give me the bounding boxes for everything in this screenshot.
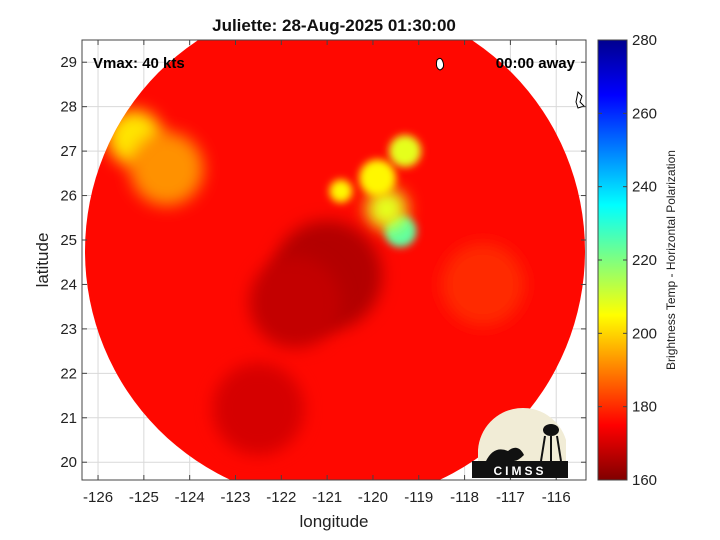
colorbar-tick-label: 280 [632,32,657,49]
x-tick-label: -126 [83,489,113,506]
colorbar-ticks: 160 180 200 220 240 260 280 [598,32,657,489]
brightness-temp-swath [85,40,585,480]
x-tick-label: -125 [129,489,159,506]
y-tick-label: 20 [60,454,77,471]
brightness-feature [212,363,305,455]
y-tick-label: 24 [60,276,77,293]
colorbar-tick-label: 200 [632,325,657,342]
logo-tower-legs [540,435,562,462]
logo-band [472,461,568,478]
vmax-annotation: Vmax: 40 kts [93,55,185,72]
x-tick-label: -117 [496,489,525,506]
x-tick-label: -120 [358,489,388,506]
island-outline [435,57,445,71]
brightness-feature [329,179,353,203]
chart-title: Juliette: 28-Aug-2025 01:30:00 [212,16,456,35]
y-tick-label: 23 [60,321,77,338]
brightness-feature [366,188,408,230]
y-tick-label: 25 [60,232,77,249]
brightness-feature [130,132,204,206]
colorbar-tick-label: 240 [632,179,657,196]
brightness-feature [388,135,422,168]
brightness-feature [359,159,396,197]
x-tick-label: -124 [175,489,205,506]
logo-water-tower-icon [543,424,559,436]
y-tick-label: 27 [60,143,77,160]
axes-frame [81,39,587,481]
logo-text: CIMSS [493,464,546,478]
cimss-logo: CIMSS [472,407,568,478]
y-tick-label: 21 [60,410,77,427]
swath-features [107,110,525,455]
y-tick-label: 29 [60,54,77,71]
y-tick-label: 22 [60,365,77,382]
logo-dish-icon [486,447,524,461]
coastline-outline [575,90,585,109]
x-tick-label: -121 [312,489,342,506]
x-tick-label: -119 [404,489,433,506]
colorbar-tick-label: 180 [632,399,657,416]
x-tick-label: -118 [450,489,479,506]
x-tick-label: -122 [266,489,296,506]
x-axis-label: longitude [299,512,368,531]
y-tick-label: 26 [60,188,77,205]
x-tick-label: -116 [542,489,571,506]
y-axis-label: latitude [33,233,52,288]
colorbar-tick-label: 260 [632,105,657,122]
colorbar [597,39,628,481]
colorbar-tick-label: 220 [632,252,657,269]
brightness-feature [249,256,341,349]
colorbar-tick-label: 160 [632,472,657,489]
brightness-feature [441,243,525,326]
x-axis: -126 -125 -124 -123 -122 -121 -120 -119 -118 -117… [83,40,571,506]
y-axis: 20 21 22 23 24 25 26 27 28 29 [60,54,586,471]
y-tick-label: 28 [60,99,77,116]
colorbar-label: Brightness Temp - Horizontal Polarizatio… [664,150,678,370]
time-away-annotation: 00:00 away [496,55,576,72]
x-tick-label: -123 [220,489,250,506]
